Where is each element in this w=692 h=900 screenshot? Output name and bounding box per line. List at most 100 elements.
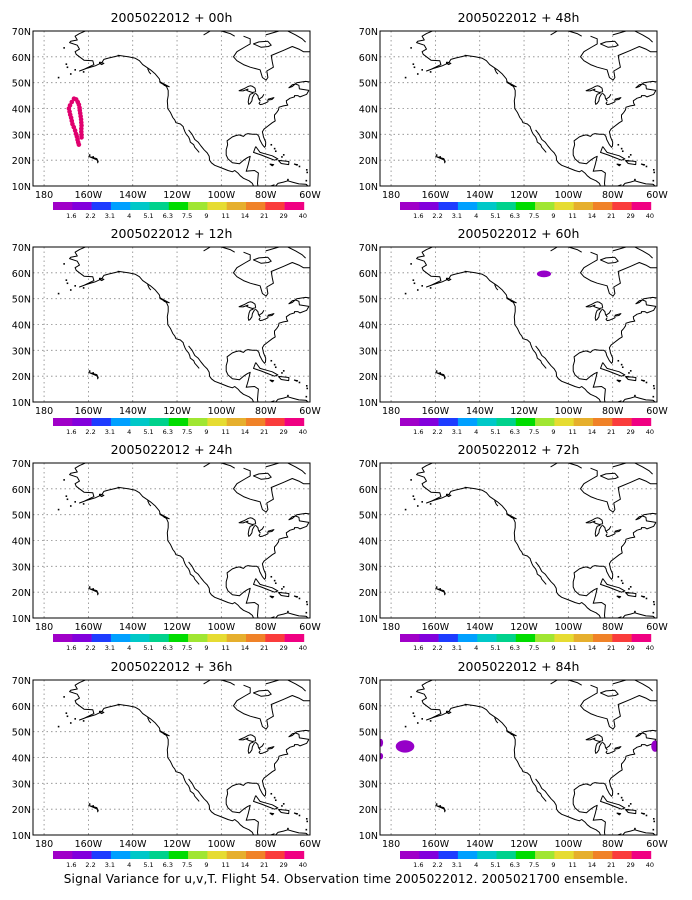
scale-label: 4 xyxy=(127,644,131,652)
lon-label: 80W xyxy=(602,839,624,850)
scale-label: 21 xyxy=(260,644,268,652)
scale-label: 14 xyxy=(241,644,249,652)
scale-label: 2.2 xyxy=(432,212,442,220)
scale-swatch xyxy=(188,851,208,859)
scale-swatch xyxy=(284,634,305,642)
island xyxy=(652,395,655,398)
island xyxy=(421,718,424,720)
coastline xyxy=(238,734,257,742)
coastline xyxy=(506,80,517,88)
lon-label: 160W xyxy=(422,839,450,850)
island xyxy=(57,292,60,295)
scale-label: 21 xyxy=(260,861,268,869)
variance-area xyxy=(536,270,552,278)
lon-label: 140W xyxy=(119,190,147,201)
lon-label: 120W xyxy=(510,622,538,633)
scale-swatch xyxy=(593,634,613,642)
coastline xyxy=(446,277,452,282)
island xyxy=(653,171,656,174)
lat-label: 20N xyxy=(359,156,378,167)
lon-label: 60W xyxy=(299,622,321,633)
island xyxy=(439,805,441,807)
island xyxy=(404,292,407,295)
coastline xyxy=(640,379,646,382)
scale-swatch xyxy=(188,634,208,642)
lat-label: 50N xyxy=(359,79,378,90)
coastline xyxy=(99,710,105,715)
coastline xyxy=(416,31,547,153)
variance-point xyxy=(76,142,82,147)
scale-swatch xyxy=(207,851,227,859)
scale-swatch xyxy=(400,851,420,859)
coastline xyxy=(266,97,275,101)
island xyxy=(652,179,655,182)
scale-label: 11 xyxy=(222,861,230,869)
scale-swatch xyxy=(400,418,420,426)
coastline xyxy=(634,31,653,43)
lat-label: 50N xyxy=(359,295,378,306)
lat-label: 10N xyxy=(12,398,31,409)
scale-label: 21 xyxy=(607,428,615,436)
island xyxy=(652,828,655,831)
island xyxy=(412,279,415,281)
coastline xyxy=(253,795,279,810)
island xyxy=(274,366,277,369)
island xyxy=(464,703,467,706)
coastline xyxy=(622,180,654,186)
scale-swatch xyxy=(130,851,150,859)
scale-swatch xyxy=(496,851,517,859)
island xyxy=(634,178,636,181)
scale-label: 7.5 xyxy=(182,644,192,652)
coastline xyxy=(572,522,657,618)
scale-label: 1.6 xyxy=(66,428,76,436)
coastline xyxy=(293,379,299,382)
scale-swatch xyxy=(110,418,131,426)
island xyxy=(464,54,467,57)
panel-title: 2005022012 + 84h xyxy=(458,659,580,674)
coastline xyxy=(258,526,265,532)
lat-label: 60N xyxy=(359,53,378,64)
island xyxy=(439,156,441,158)
scale-label: 6.3 xyxy=(510,428,520,436)
scale-swatch xyxy=(593,851,613,859)
island xyxy=(57,725,60,728)
scale-swatch xyxy=(631,418,652,426)
island xyxy=(82,503,85,505)
coastline xyxy=(616,833,622,835)
coastline xyxy=(277,591,290,598)
lat-label: 70N xyxy=(359,27,378,38)
coastline xyxy=(258,749,269,755)
scale-label: 7.5 xyxy=(529,861,539,869)
scale-label: 40 xyxy=(646,428,654,436)
gridlines xyxy=(380,680,657,835)
scale-swatch xyxy=(91,851,112,859)
map-panel: 2005022012 + 36h 70N 60N 50N 40N 30N 20N 10N 180… xyxy=(12,659,322,869)
island xyxy=(92,805,94,807)
island xyxy=(69,289,72,291)
lon-label: 120W xyxy=(510,406,538,417)
lon-label: 120W xyxy=(163,190,191,201)
coastline xyxy=(572,306,657,402)
panel-title: 2005022012 + 48h xyxy=(458,10,580,25)
coastline xyxy=(550,247,558,252)
scale-swatch xyxy=(515,634,536,642)
lon-label: 180 xyxy=(382,406,400,417)
coastline xyxy=(159,296,170,304)
coastline xyxy=(622,396,654,402)
coastline xyxy=(568,463,582,469)
coastline xyxy=(494,717,499,724)
lon-label: 120W xyxy=(510,190,538,201)
scale-label: 4 xyxy=(474,861,478,869)
scale-swatch xyxy=(246,851,266,859)
scale-label: 21 xyxy=(260,212,268,220)
coastline xyxy=(233,35,310,81)
scale-label: 2.2 xyxy=(432,428,442,436)
scale-swatch xyxy=(226,634,247,642)
island xyxy=(421,501,424,503)
coastline xyxy=(221,680,235,686)
coastline xyxy=(254,308,261,318)
scale-swatch xyxy=(91,418,112,426)
scale-label: 1.6 xyxy=(66,861,76,869)
island xyxy=(629,370,632,372)
island xyxy=(82,720,85,722)
